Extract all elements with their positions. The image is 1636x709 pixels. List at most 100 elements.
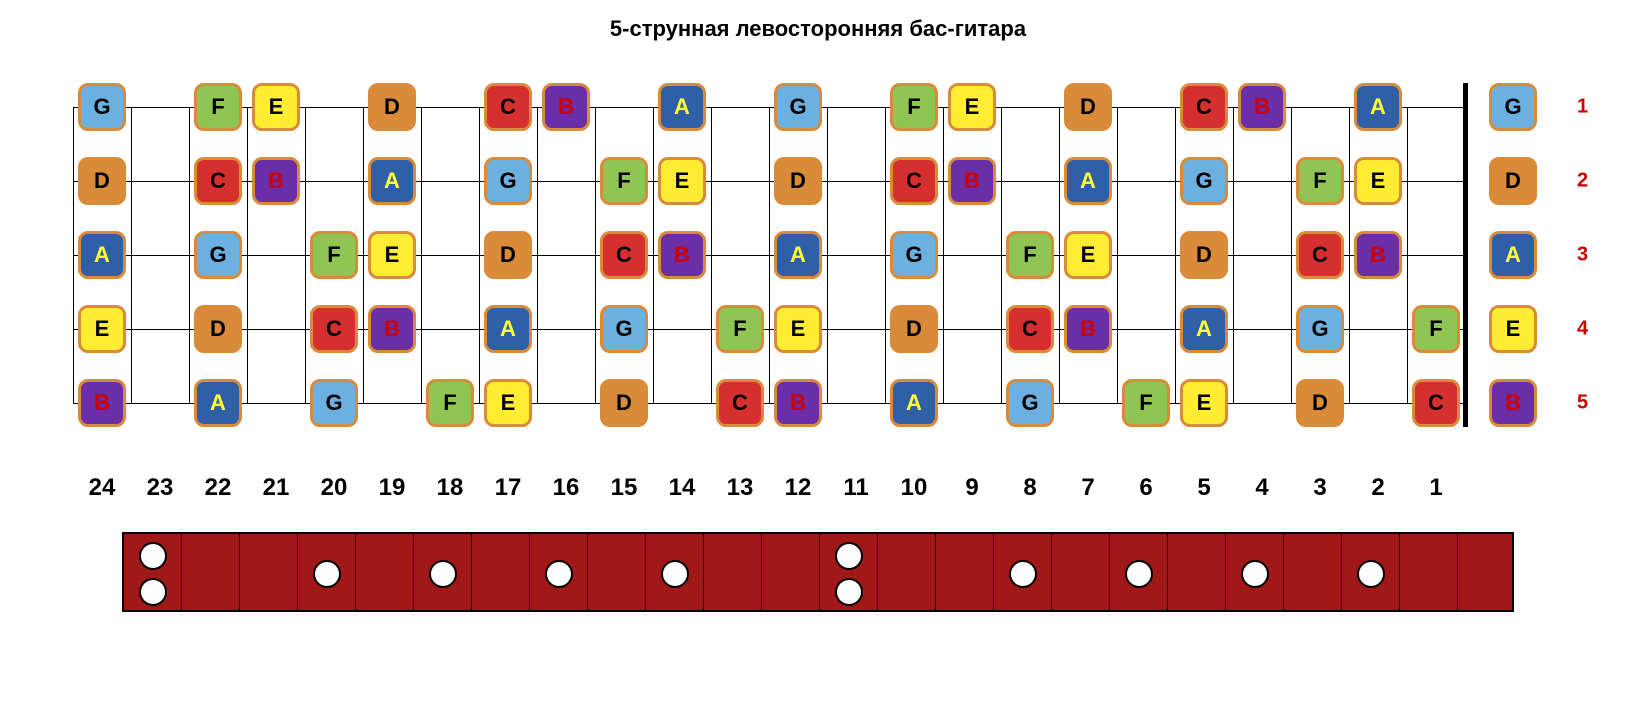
string-number-label: 1 xyxy=(1577,96,1588,119)
fret-number-label: 9 xyxy=(965,474,978,502)
fret-note: F xyxy=(194,83,242,131)
fret-note: B xyxy=(252,157,300,205)
fret-note: B xyxy=(658,231,706,279)
fret-number-label: 15 xyxy=(611,474,638,502)
inlay-fret-divider xyxy=(239,534,240,610)
fret-note: E xyxy=(78,305,126,353)
inlay-dot xyxy=(1125,560,1153,588)
fret-note: B xyxy=(1064,305,1112,353)
inlay-dot xyxy=(1357,560,1385,588)
inlay-fret-divider xyxy=(761,534,762,610)
fret-note: C xyxy=(194,157,242,205)
fret-note: B xyxy=(1354,231,1402,279)
fret-number-label: 22 xyxy=(205,474,232,502)
fret-note: C xyxy=(310,305,358,353)
fret-note: C xyxy=(890,157,938,205)
fret-note: E xyxy=(1064,231,1112,279)
inlay-fret-divider xyxy=(471,534,472,610)
fret-note: F xyxy=(890,83,938,131)
fret-line xyxy=(73,107,74,403)
open-note: G xyxy=(1489,83,1537,131)
fret-number-label: 13 xyxy=(727,474,754,502)
inlay-dot xyxy=(313,560,341,588)
fret-note: G xyxy=(600,305,648,353)
fret-line xyxy=(537,107,538,403)
fret-number-label: 24 xyxy=(89,474,116,502)
fret-line xyxy=(711,107,712,403)
nut xyxy=(1463,83,1468,427)
inlay-fret-divider xyxy=(935,534,936,610)
fret-note: C xyxy=(484,83,532,131)
fret-line xyxy=(1291,107,1292,403)
fret-note: G xyxy=(1296,305,1344,353)
inlay-fret-divider xyxy=(297,534,298,610)
inlay-dot xyxy=(1241,560,1269,588)
inlay-dot xyxy=(1009,560,1037,588)
fret-note: G xyxy=(194,231,242,279)
inlay-fret-divider xyxy=(703,534,704,610)
fret-note: E xyxy=(252,83,300,131)
inlay-fret-divider xyxy=(587,534,588,610)
fret-line xyxy=(131,107,132,403)
fret-note: A xyxy=(1180,305,1228,353)
inlay-fret-divider xyxy=(1283,534,1284,610)
fret-note: G xyxy=(310,379,358,427)
inlay-fret-divider xyxy=(1341,534,1342,610)
fret-note: D xyxy=(600,379,648,427)
fret-line xyxy=(479,107,480,403)
fret-note: D xyxy=(1180,231,1228,279)
fret-note: G xyxy=(774,83,822,131)
fret-line xyxy=(305,107,306,403)
string-number-label: 4 xyxy=(1577,318,1588,341)
fret-note: A xyxy=(78,231,126,279)
fret-note: G xyxy=(484,157,532,205)
inlay-dot xyxy=(429,560,457,588)
fret-line xyxy=(363,107,364,403)
fret-number-label: 14 xyxy=(669,474,696,502)
string-number-label: 2 xyxy=(1577,170,1588,193)
inlay-fret-divider xyxy=(1225,534,1226,610)
string-number-label: 5 xyxy=(1577,392,1588,415)
fret-note: B xyxy=(542,83,590,131)
fret-note: B xyxy=(774,379,822,427)
fret-note: E xyxy=(774,305,822,353)
fret-number-label: 12 xyxy=(785,474,812,502)
fret-note: C xyxy=(600,231,648,279)
fret-note: D xyxy=(194,305,242,353)
fret-line xyxy=(421,107,422,403)
fret-note: F xyxy=(1006,231,1054,279)
inlay-dot xyxy=(835,578,863,606)
fret-line xyxy=(1059,107,1060,403)
fret-number-label: 1 xyxy=(1429,474,1442,502)
fret-note: D xyxy=(890,305,938,353)
inlay-fret-divider xyxy=(413,534,414,610)
fret-number-label: 11 xyxy=(843,474,868,502)
fret-note: A xyxy=(1354,83,1402,131)
fret-note: D xyxy=(1296,379,1344,427)
fret-note: B xyxy=(948,157,996,205)
fret-note: B xyxy=(1238,83,1286,131)
inlay-fret-divider xyxy=(181,534,182,610)
fret-note: B xyxy=(78,379,126,427)
fret-note: D xyxy=(368,83,416,131)
fret-note: F xyxy=(600,157,648,205)
fret-note: C xyxy=(1412,379,1460,427)
fret-note: D xyxy=(774,157,822,205)
fret-line xyxy=(885,107,886,403)
fret-note: G xyxy=(1006,379,1054,427)
inlay-dot xyxy=(545,560,573,588)
fret-number-label: 19 xyxy=(379,474,406,502)
fret-note: A xyxy=(1064,157,1112,205)
fret-note: E xyxy=(1180,379,1228,427)
fret-note: A xyxy=(194,379,242,427)
fret-note: E xyxy=(368,231,416,279)
fret-number-label: 23 xyxy=(147,474,174,502)
fret-note: F xyxy=(310,231,358,279)
inlay-dot xyxy=(139,578,167,606)
inlay-fret-divider xyxy=(1399,534,1400,610)
fret-note: A xyxy=(774,231,822,279)
fret-line xyxy=(595,107,596,403)
inlay-fret-divider xyxy=(1167,534,1168,610)
fret-note: F xyxy=(1122,379,1170,427)
inlay-fret-divider xyxy=(1109,534,1110,610)
